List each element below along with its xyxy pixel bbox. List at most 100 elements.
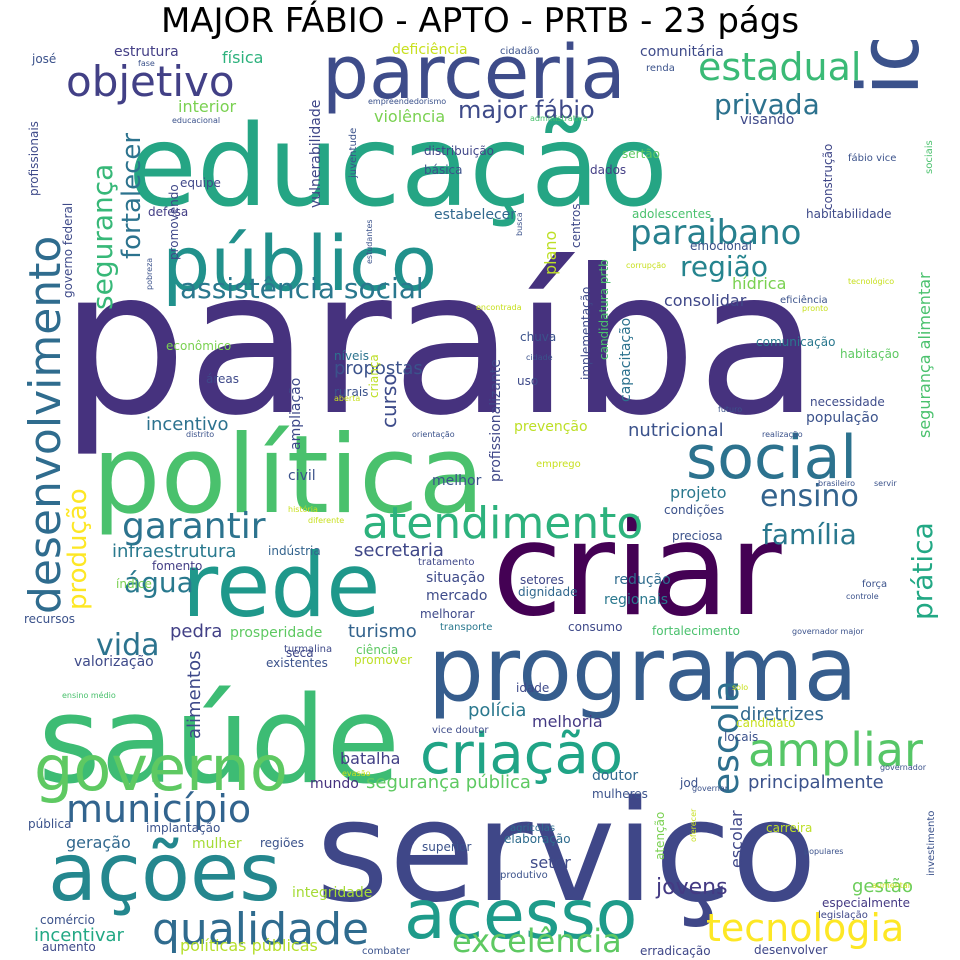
cloud-word: promovendo bbox=[167, 184, 181, 260]
cloud-word: governo federal bbox=[61, 203, 75, 298]
cloud-word: comércio bbox=[40, 913, 95, 927]
cloud-word: profissionalizante bbox=[488, 359, 504, 482]
cloud-word: governo bbox=[34, 732, 288, 805]
cloud-word: garantir bbox=[122, 506, 266, 547]
cloud-word: eficiência bbox=[780, 294, 828, 306]
cloud-word: mulher bbox=[192, 836, 242, 852]
cloud-word: carreira bbox=[766, 821, 812, 835]
cloud-word: projeto bbox=[670, 483, 727, 502]
cloud-word: doutor bbox=[592, 768, 638, 784]
cloud-word: produção bbox=[63, 488, 93, 610]
cloud-word: idoso bbox=[840, 40, 938, 96]
cloud-word: social bbox=[686, 423, 857, 493]
cloud-word: implementação bbox=[579, 287, 593, 380]
cloud-word: habitabilidade bbox=[806, 207, 892, 221]
cloud-word: centros bbox=[569, 203, 583, 248]
cloud-word: fomento bbox=[152, 559, 202, 573]
cloud-word: chuva bbox=[520, 330, 556, 344]
cloud-word: juventude bbox=[348, 128, 359, 179]
cloud-word: solo bbox=[732, 683, 748, 692]
cloud-word: ensino bbox=[760, 479, 859, 514]
cloud-word: encontrada bbox=[476, 303, 522, 312]
cloud-word: ações bbox=[48, 826, 281, 919]
cloud-word: renda bbox=[646, 63, 675, 74]
cloud-word: promover bbox=[354, 653, 412, 667]
cloud-word: sociais bbox=[924, 140, 935, 174]
cloud-word: família bbox=[762, 518, 857, 551]
cloud-word: transporte bbox=[440, 622, 492, 633]
cloud-word: básica bbox=[424, 163, 463, 177]
cloud-word: ampliar bbox=[748, 723, 923, 777]
cloud-word: regionais bbox=[604, 592, 668, 608]
cloud-word: tratamento bbox=[418, 557, 474, 568]
cloud-word: objetivo bbox=[66, 57, 235, 106]
cloud-word: distrito bbox=[186, 430, 214, 439]
cloud-word: governar bbox=[692, 784, 729, 793]
cloud-word: integridade bbox=[292, 885, 372, 901]
cloud-word: legislação bbox=[818, 910, 868, 921]
cloud-word: melhor bbox=[432, 473, 482, 489]
cloud-word: comunicação bbox=[756, 335, 835, 349]
cloud-word: civil bbox=[288, 468, 316, 484]
cloud-word: níveis bbox=[334, 349, 369, 363]
cloud-word: força bbox=[862, 579, 887, 590]
cloud-word: existentes bbox=[266, 656, 328, 670]
cloud-word: evasão bbox=[342, 769, 371, 778]
cloud-word: visando bbox=[740, 112, 794, 128]
cloud-word: saúde bbox=[38, 672, 400, 811]
cloud-word: mundo bbox=[310, 776, 359, 792]
cloud-word: governador bbox=[880, 763, 927, 772]
cloud-word: desenvolvimento bbox=[20, 236, 71, 614]
cloud-word: água bbox=[124, 566, 194, 599]
cloud-word: implantação bbox=[146, 821, 220, 835]
cloud-word: uso bbox=[517, 374, 538, 388]
cloud-word: cidadão bbox=[500, 46, 539, 57]
cloud-word: seca bbox=[286, 646, 314, 660]
cloud-word: corrupção bbox=[626, 261, 666, 270]
cloud-word: curso bbox=[377, 373, 401, 428]
cloud-word: criar bbox=[492, 496, 782, 645]
cloud-word: servir bbox=[874, 479, 897, 488]
cloud-word: prevenção bbox=[514, 419, 588, 435]
cloud-word: escolar bbox=[727, 810, 746, 868]
cloud-word: assistência social bbox=[180, 272, 424, 305]
cloud-word: indústria bbox=[268, 544, 321, 558]
cloud-word: capacitação bbox=[618, 318, 634, 402]
cloud-word: áreas bbox=[206, 372, 239, 386]
cloud-word: educação bbox=[128, 102, 668, 232]
cloud-word: programa bbox=[428, 618, 858, 721]
cloud-word: principalmente bbox=[748, 772, 884, 793]
cloud-word: hídrica bbox=[732, 274, 786, 293]
cloud-word: setores bbox=[520, 573, 564, 587]
cloud-word: realização bbox=[762, 430, 803, 439]
cloud-word: valorização bbox=[74, 654, 154, 670]
cloud-word: profissionais bbox=[27, 121, 41, 196]
cloud-word: locais bbox=[724, 730, 758, 744]
cloud-word: jovens bbox=[655, 875, 728, 900]
cloud-word: física bbox=[222, 48, 263, 67]
cloud-word: público bbox=[162, 219, 437, 308]
cloud-word: investimento bbox=[926, 811, 937, 876]
cloud-word: pública bbox=[28, 817, 71, 831]
cloud-word: controle bbox=[846, 592, 879, 601]
cloud-word: vida bbox=[96, 628, 160, 663]
cloud-word: busca bbox=[515, 212, 524, 236]
cloud-word: elaboração bbox=[504, 832, 571, 846]
cloud-word: serviço bbox=[316, 771, 817, 934]
cloud-word: rede bbox=[182, 534, 380, 637]
cloud-word: administrativa bbox=[530, 114, 588, 123]
cloud-word: preciosa bbox=[672, 529, 723, 543]
cloud-word: superior bbox=[422, 840, 471, 854]
cloud-word: orientação bbox=[412, 430, 455, 439]
cloud-word: defesa bbox=[148, 205, 188, 219]
cloud-word: excelência bbox=[452, 922, 622, 960]
cloud-word: mulheres bbox=[592, 787, 648, 801]
cloud-word: rurais bbox=[334, 385, 368, 399]
cloud-word: pedra bbox=[170, 621, 222, 642]
cloud-word: prosperidade bbox=[230, 625, 322, 641]
cloud-word: ensino médio bbox=[62, 690, 116, 700]
cloud-word: infraestrutura bbox=[112, 541, 236, 562]
cloud-word: tecnológico bbox=[848, 276, 894, 286]
